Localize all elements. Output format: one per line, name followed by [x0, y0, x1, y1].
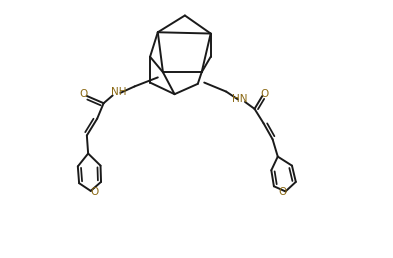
Text: O: O: [90, 187, 98, 197]
Text: HN: HN: [232, 94, 248, 103]
Text: O: O: [278, 187, 286, 197]
Text: O: O: [80, 90, 88, 99]
Text: O: O: [261, 89, 269, 99]
Text: NH: NH: [111, 87, 127, 97]
